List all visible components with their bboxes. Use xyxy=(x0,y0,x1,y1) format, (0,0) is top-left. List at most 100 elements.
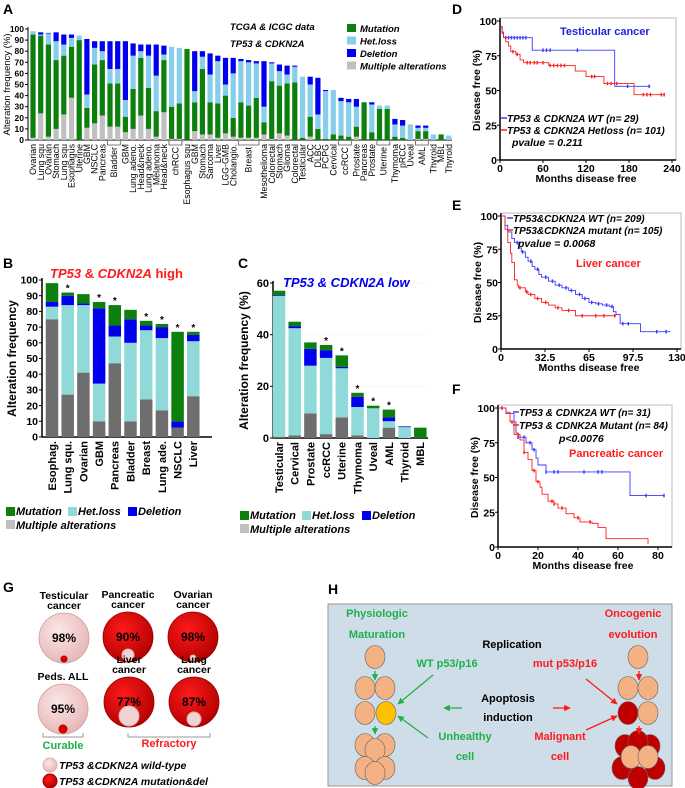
x-tick-label: DLBC xyxy=(313,143,323,167)
legend-label: Deletion xyxy=(360,49,398,60)
bar-segment-mutation xyxy=(61,292,74,296)
bar-segment-multiple-alterations xyxy=(176,138,182,140)
arrow-icon xyxy=(585,678,618,705)
bar-segment-multiple-alterations xyxy=(161,112,167,140)
y-tick-label: 20 xyxy=(26,400,38,412)
bar-segment-het-loss xyxy=(145,55,152,88)
bar-segment-multiple-alterations xyxy=(169,138,175,140)
x-tick-label: Pancreas xyxy=(110,441,122,490)
bar-segment-het-loss xyxy=(230,73,236,118)
legend-swatch xyxy=(347,36,356,45)
bar-segment-multiple-alterations xyxy=(351,435,364,438)
bar-segment-mutation xyxy=(276,85,282,134)
bar-segment-mutation xyxy=(45,44,51,137)
bar-segment-het-loss xyxy=(423,127,429,132)
bar-segment-multiple-alterations xyxy=(192,131,198,140)
y-tick-label: 80 xyxy=(15,46,25,56)
significance-star: * xyxy=(144,312,148,323)
bar-segment-mutation xyxy=(61,55,67,115)
bar-segment-multiple-alterations xyxy=(319,434,333,438)
bar-segment-multiple-alterations xyxy=(187,396,200,437)
subclone-bubble xyxy=(58,724,68,734)
legend-swatch xyxy=(68,507,77,516)
y-tick-label: 60 xyxy=(15,68,25,78)
bar-segment-multiple-alterations xyxy=(153,136,159,140)
bar-segment-multiple-alterations xyxy=(122,132,128,140)
bar-segment-mutation xyxy=(366,405,380,409)
bar-segment-het-loss xyxy=(76,35,82,41)
bar-segment-multiple-alterations xyxy=(207,134,213,140)
y-tick-label: 0 xyxy=(489,542,495,554)
bar-segment-mutation xyxy=(253,97,259,138)
panel-c: C 0 20 40 60 Alteration frequency (%) Testicul… xyxy=(237,255,428,536)
bar-segment-het-loss xyxy=(153,75,159,112)
group-bracket xyxy=(168,141,183,146)
bar-segment-mutation xyxy=(155,323,169,328)
bar-segment-deletion xyxy=(92,308,106,384)
tumor-bubble xyxy=(103,676,155,728)
legend-swatch xyxy=(347,24,356,32)
bar-segment-mutation xyxy=(382,409,396,418)
legend-label: Het.loss xyxy=(312,510,355,522)
bar-segment-het-loss xyxy=(99,51,105,61)
bar-segment-deletion xyxy=(99,41,105,52)
bar-segment-mutation xyxy=(199,68,205,135)
panel-d: D 0 25 50 75 100 0 60 120 180 240 Months disease fr… xyxy=(452,1,681,185)
bar-segment-deletion xyxy=(199,51,205,57)
bar-segment-mutation xyxy=(238,102,244,138)
legend-label: Mutation xyxy=(16,506,62,518)
bar-segment-het-loss xyxy=(272,295,286,437)
bar-segment-mutation xyxy=(392,136,398,140)
bar-segment-mutation xyxy=(261,122,267,135)
bar-segment-mutation xyxy=(415,131,421,139)
x-tick-label: Ovarian xyxy=(78,441,90,482)
x-tick-label: Colorectal xyxy=(267,144,277,184)
bar-segment-het-loss xyxy=(222,84,229,96)
y-tick-label: 80 xyxy=(26,306,38,318)
left-title: Physiologic xyxy=(346,608,408,620)
y-tick-label: 70 xyxy=(15,57,25,67)
bar-segment-mutation xyxy=(53,60,59,129)
legend-label: TP53&CDKN2A mutant (n= 105) xyxy=(513,226,663,237)
bar-segment-mutation xyxy=(307,116,313,137)
bar-segment-het-loss xyxy=(400,125,406,138)
bar-segment-het-loss xyxy=(139,330,153,400)
bar-segment-multiple-alterations xyxy=(77,372,90,437)
legend-label: TP53 &CDKN2A wild-type xyxy=(59,760,187,772)
left-title: Maturation xyxy=(349,629,406,641)
x-tick-label: Ovarian xyxy=(43,144,53,175)
title-part: high xyxy=(152,266,183,281)
tumor-bubble xyxy=(168,676,220,728)
y-tick-label: 20 xyxy=(257,381,269,393)
bar-segment-deletion xyxy=(207,53,213,75)
x-tick-label: 0 xyxy=(495,550,501,562)
x-tick-label: Lung squ. xyxy=(63,441,75,494)
y-tick-label: 0 xyxy=(19,135,24,145)
bar-segment-mutation xyxy=(139,320,153,326)
x-tick-label: Ovarian xyxy=(28,144,38,175)
bar-segment-mutation xyxy=(207,102,213,135)
bar-segment-het-loss xyxy=(446,135,452,140)
bar-segment-deletion xyxy=(307,76,313,85)
x-tick-label: GBM xyxy=(82,144,92,164)
x-tick-label: Head&neck xyxy=(136,143,146,189)
bar-segment-het-loss xyxy=(238,61,244,103)
bar-segment-mutation xyxy=(122,116,128,133)
x-tick-label: 240 xyxy=(663,163,681,175)
y-tick-label: 75 xyxy=(485,51,497,63)
legend-wildtype-icon xyxy=(42,757,58,773)
bar-segment-deletion xyxy=(145,44,152,56)
p-value: pvalue = 0.0068 xyxy=(517,238,596,250)
bar-segment-mutation xyxy=(192,102,198,132)
bar-segment-mutation xyxy=(351,392,364,397)
x-tick-label: Cervical xyxy=(290,442,302,485)
x-axis-label: Months disease free xyxy=(533,560,634,572)
bar-segment-het-loss xyxy=(246,62,252,106)
bar-segment-multiple-alterations xyxy=(61,114,67,140)
y-tick-label: 10 xyxy=(26,416,38,428)
bar-segment-het-loss xyxy=(382,421,396,428)
x-tick-label: Testicular xyxy=(298,144,308,181)
bar-segment-mutation xyxy=(323,138,329,140)
bar-segment-deletion xyxy=(323,90,329,92)
